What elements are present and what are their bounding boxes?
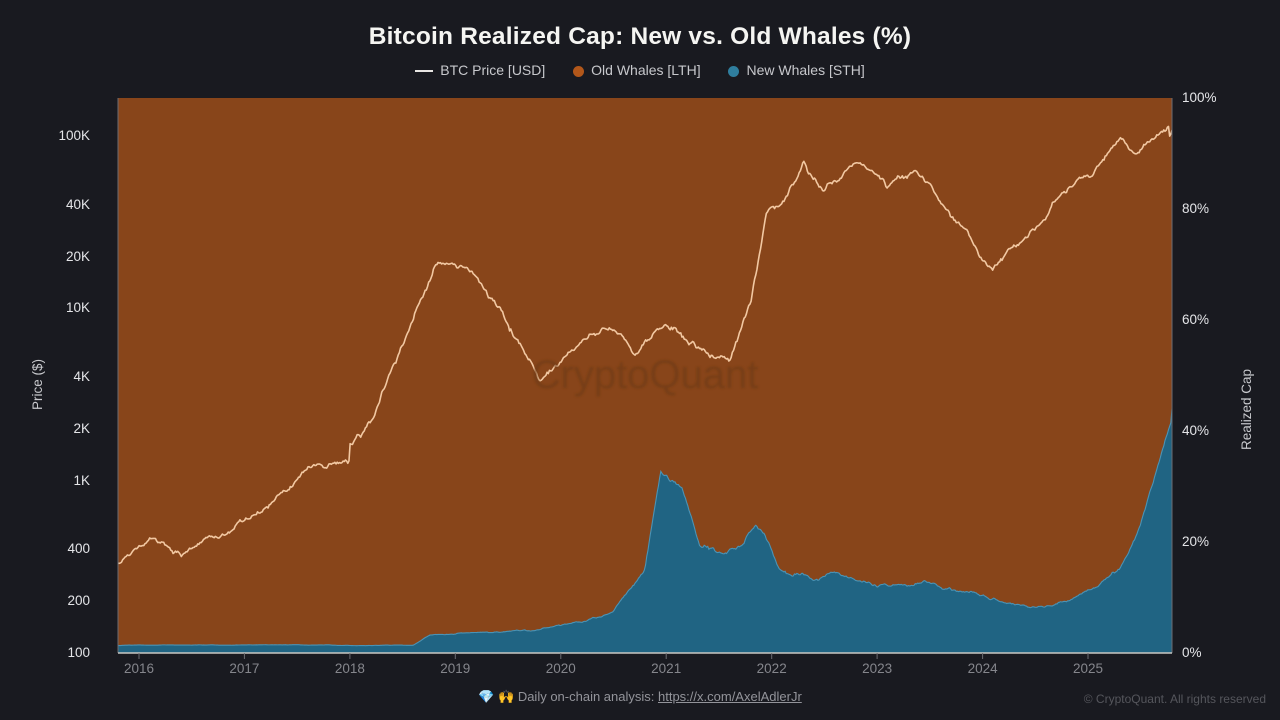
svg-text:CryptoQuant: CryptoQuant — [532, 353, 759, 397]
